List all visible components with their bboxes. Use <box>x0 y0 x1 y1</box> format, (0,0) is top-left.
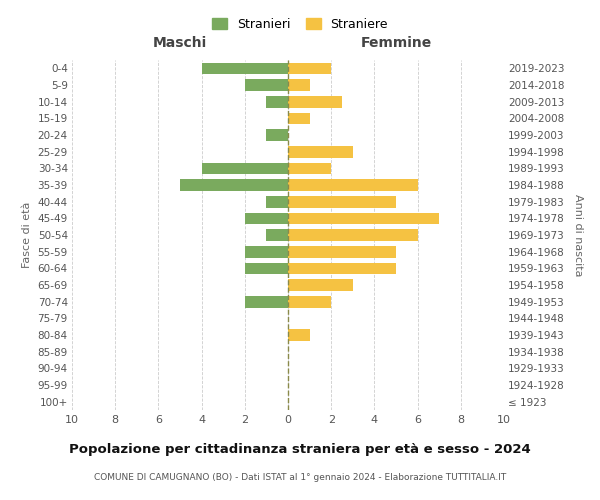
Bar <box>180 179 288 191</box>
Bar <box>288 146 353 158</box>
Bar <box>202 162 288 174</box>
Text: Maschi: Maschi <box>153 36 207 50</box>
Bar <box>288 79 310 91</box>
Text: Femmine: Femmine <box>361 36 431 50</box>
Bar <box>288 196 396 207</box>
Bar <box>245 262 288 274</box>
Bar <box>288 262 396 274</box>
Bar <box>245 79 288 91</box>
Legend: Stranieri, Straniere: Stranieri, Straniere <box>206 11 394 37</box>
Y-axis label: Fasce di età: Fasce di età <box>22 202 32 268</box>
Bar <box>288 62 331 74</box>
Y-axis label: Anni di nascita: Anni di nascita <box>573 194 583 276</box>
Bar <box>288 112 310 124</box>
Bar <box>288 279 353 291</box>
Bar <box>266 196 288 207</box>
Bar <box>266 129 288 141</box>
Bar <box>288 296 331 308</box>
Bar <box>288 179 418 191</box>
Bar <box>288 212 439 224</box>
Bar <box>266 96 288 108</box>
Bar <box>202 62 288 74</box>
Bar <box>245 296 288 308</box>
Bar <box>288 246 396 258</box>
Bar <box>245 212 288 224</box>
Bar <box>288 329 310 341</box>
Bar <box>266 229 288 241</box>
Bar <box>288 229 418 241</box>
Text: COMUNE DI CAMUGNANO (BO) - Dati ISTAT al 1° gennaio 2024 - Elaborazione TUTTITAL: COMUNE DI CAMUGNANO (BO) - Dati ISTAT al… <box>94 472 506 482</box>
Bar <box>288 162 331 174</box>
Bar <box>245 246 288 258</box>
Text: Popolazione per cittadinanza straniera per età e sesso - 2024: Popolazione per cittadinanza straniera p… <box>69 442 531 456</box>
Bar <box>288 96 342 108</box>
